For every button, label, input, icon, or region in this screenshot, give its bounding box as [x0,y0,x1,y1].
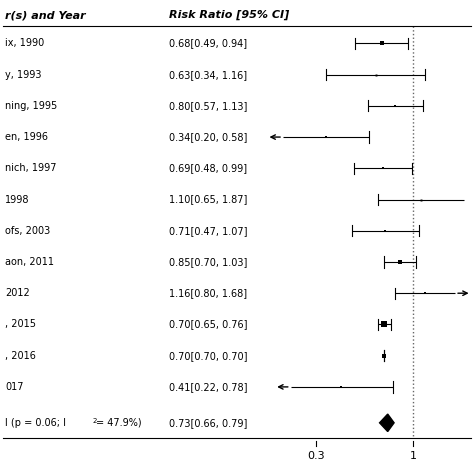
Text: 0.68[0.49, 0.94]: 0.68[0.49, 0.94] [169,38,247,48]
Text: ning, 1995: ning, 1995 [5,101,57,111]
Text: 0.80[0.57, 1.13]: 0.80[0.57, 1.13] [169,101,247,111]
Text: 0.85[0.70, 1.03]: 0.85[0.70, 1.03] [169,257,247,267]
Text: 0.69[0.48, 0.99]: 0.69[0.48, 0.99] [169,164,247,173]
Text: ofs, 2003: ofs, 2003 [5,226,50,236]
Text: 0.34[0.20, 0.58]: 0.34[0.20, 0.58] [169,132,247,142]
Text: Risk Ratio [95% CI]: Risk Ratio [95% CI] [169,10,289,20]
Text: 2012: 2012 [5,288,30,298]
Text: 0.71[0.47, 1.07]: 0.71[0.47, 1.07] [169,226,247,236]
Text: 017: 017 [5,382,24,392]
Text: r(s) and Year: r(s) and Year [5,10,86,20]
Text: nich, 1997: nich, 1997 [5,164,56,173]
Text: 0.41[0.22, 0.78]: 0.41[0.22, 0.78] [169,382,247,392]
Text: ix, 1990: ix, 1990 [5,38,45,48]
Text: en, 1996: en, 1996 [5,132,48,142]
Text: 0.73[0.66, 0.79]: 0.73[0.66, 0.79] [169,418,247,428]
Text: = 47.9%): = 47.9%) [97,418,142,428]
Text: 0.70[0.65, 0.76]: 0.70[0.65, 0.76] [169,319,247,329]
Text: 0.63[0.34, 1.16]: 0.63[0.34, 1.16] [169,70,247,80]
Polygon shape [380,414,394,431]
Text: 0.70[0.70, 0.70]: 0.70[0.70, 0.70] [169,351,247,361]
Text: y, 1993: y, 1993 [5,70,42,80]
Text: 1: 1 [410,451,417,461]
Text: 1.10[0.65, 1.87]: 1.10[0.65, 1.87] [169,194,247,204]
Text: , 2015: , 2015 [5,319,36,329]
Text: 1.16[0.80, 1.68]: 1.16[0.80, 1.68] [169,288,247,298]
Text: 0.3: 0.3 [307,451,325,461]
Text: 1998: 1998 [5,194,29,204]
Text: l (p = 0.06; I: l (p = 0.06; I [5,418,66,428]
Text: 2: 2 [93,418,97,424]
Text: aon, 2011: aon, 2011 [5,257,54,267]
Text: , 2016: , 2016 [5,351,36,361]
